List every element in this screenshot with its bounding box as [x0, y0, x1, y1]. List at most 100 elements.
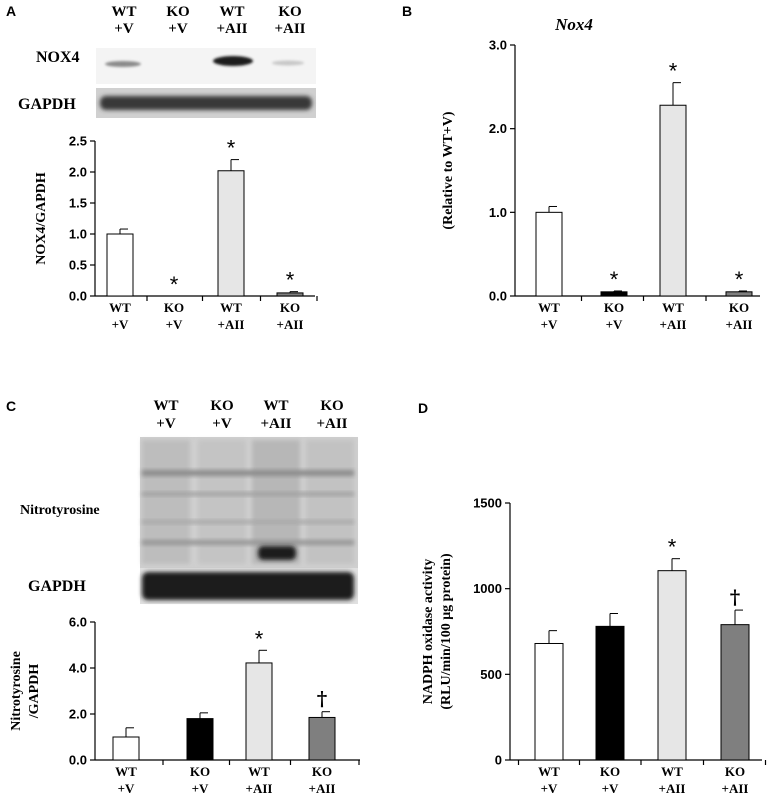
c-bar — [112, 736, 140, 761]
d-significance-dagger: † — [730, 585, 740, 609]
group-header-wt-aii: WT — [219, 4, 244, 20]
panel-letter-a: A — [6, 3, 16, 19]
b-category-label: KO — [604, 300, 624, 315]
chart-b-title: Nox4 — [554, 15, 593, 34]
d-category-label: KO — [725, 764, 745, 779]
group-header-c-wt-aii: WT — [263, 398, 288, 414]
blot-label-gapdh-a: GAPDH — [18, 96, 76, 113]
chart-d: 0 500 1000 1500 WT +V KO +V * WT +AII † KO +AII NADPH … — [421, 496, 767, 796]
a-category-label: +V — [166, 317, 183, 332]
a-category-label: +AII — [277, 317, 304, 332]
c-significance-dagger: † — [317, 687, 327, 711]
a-y-tick-label: 2.5 — [69, 134, 87, 149]
panel-letter-d: D — [418, 400, 428, 416]
a-y-tick-label: 0.0 — [69, 289, 87, 304]
b-category-label: WT — [662, 300, 684, 315]
a-significance-star: * — [286, 268, 295, 293]
c-significance-star: * — [255, 626, 264, 651]
c-category-label: WT — [248, 764, 270, 779]
group-header-ko-v: KO — [166, 4, 189, 20]
b-bar — [659, 104, 687, 297]
c-y-tick-label: 0.0 — [69, 753, 87, 768]
c-category-label: KO — [312, 764, 332, 779]
d-bar — [534, 642, 564, 761]
group-header-ko-v-treatment: +V — [168, 21, 188, 37]
group-header-c-ko-aii-treatment: +AII — [316, 416, 347, 432]
panel-c-group-header: WT +V KO +V WT +AII KO +AII — [153, 398, 347, 432]
nox4-blot — [96, 48, 316, 84]
b-category-label: +AII — [660, 317, 687, 332]
group-header-c-ko-v: KO — [210, 398, 233, 414]
c-category-label: KO — [190, 764, 210, 779]
c-category-label: +V — [192, 781, 209, 796]
chart-a: 0.0 0.5 1.0 1.5 2.0 2.5 WT +V * KO +V * WT +AII * KO +AI… — [34, 134, 318, 332]
a-category-label: +V — [112, 317, 129, 332]
b-bar — [600, 291, 628, 297]
d-category-label: +AII — [722, 781, 749, 796]
b-y-axis-title: (Relative to WT+V) — [441, 111, 456, 229]
b-category-label: KO — [729, 300, 749, 315]
b-y-tick-label: 3.0 — [489, 38, 507, 53]
gapdh-blot-a — [96, 88, 316, 118]
d-bar — [657, 570, 687, 761]
group-header-wt-v-treatment: +V — [114, 21, 134, 37]
chart-c: 0.0 2.0 4.0 6.0 WT +V KO +V * WT +AII † KO +AII Nitrot… — [9, 615, 360, 796]
c-category-label: +AII — [246, 781, 273, 796]
d-bar — [720, 624, 750, 761]
d-category-label: WT — [538, 764, 560, 779]
b-y-tick-label: 2.0 — [489, 121, 507, 136]
panel-a-group-header: WT +V KO +V WT +AII KO +AII — [111, 4, 305, 37]
group-header-c-ko-v-treatment: +V — [212, 416, 232, 432]
c-y-axis-title-line: /GAPDH — [27, 664, 42, 720]
a-category-label: KO — [164, 300, 184, 315]
b-significance-star: * — [669, 59, 678, 84]
d-y-tick-label: 1000 — [473, 581, 502, 596]
b-significance-star: * — [735, 267, 744, 292]
b-significance-star: * — [610, 267, 619, 292]
c-category-label: +V — [118, 781, 135, 796]
a-y-tick-label: 2.0 — [69, 165, 87, 180]
a-bar — [217, 170, 245, 297]
d-y-tick-label: 500 — [480, 667, 502, 682]
group-header-c-wt-v: WT — [153, 398, 178, 414]
d-y-tick-label: 0 — [495, 753, 502, 768]
nitrotyrosine-blot — [140, 437, 358, 568]
c-bar — [245, 662, 273, 761]
group-header-c-wt-aii-treatment: +AII — [260, 416, 291, 432]
c-y-axis-title-line: Nitrotyrosine — [9, 651, 24, 731]
a-y-tick-label: 1.5 — [69, 196, 87, 211]
a-category-label: WT — [109, 300, 131, 315]
c-y-tick-label: 2.0 — [69, 707, 87, 722]
d-category-label: WT — [661, 764, 683, 779]
a-bar — [106, 233, 134, 297]
group-header-c-wt-v-treatment: +V — [156, 416, 176, 432]
a-y-tick-label: 1.0 — [69, 227, 87, 242]
c-y-tick-label: 4.0 — [69, 661, 87, 676]
d-y-axis-title-line: (RLU/min/100 μg protein) — [439, 553, 454, 710]
group-header-ko-aii-treatment: +AII — [274, 21, 305, 37]
b-y-tick-label: 0.0 — [489, 289, 507, 304]
d-y-axis-title: NADPH oxidase activity (RLU/min/100 μg pr… — [421, 553, 454, 710]
c-bar — [186, 718, 214, 761]
d-bar — [595, 625, 625, 761]
a-category-label: +AII — [218, 317, 245, 332]
a-category-label: KO — [280, 300, 300, 315]
c-y-tick-label: 6.0 — [69, 615, 87, 630]
a-significance-star: * — [170, 272, 179, 297]
d-significance-star: * — [668, 535, 677, 560]
blot-label-nitrotyrosine: Nitrotyrosine — [20, 503, 100, 518]
d-category-label: +V — [602, 781, 619, 796]
blot-label-gapdh-c: GAPDH — [28, 578, 86, 595]
group-header-wt-v: WT — [111, 4, 136, 20]
d-category-label: +V — [541, 781, 558, 796]
a-bar — [276, 292, 304, 297]
b-category-label: +V — [606, 317, 623, 332]
d-y-axis-title-line: NADPH oxidase activity — [421, 559, 436, 704]
blot-label-nox4: NOX4 — [36, 49, 80, 66]
d-y-tick-label: 1500 — [473, 496, 502, 511]
gapdh-blot-c — [140, 568, 358, 604]
b-y-tick-label: 1.0 — [489, 205, 507, 220]
c-bar — [308, 716, 336, 761]
d-category-label: +AII — [659, 781, 686, 796]
